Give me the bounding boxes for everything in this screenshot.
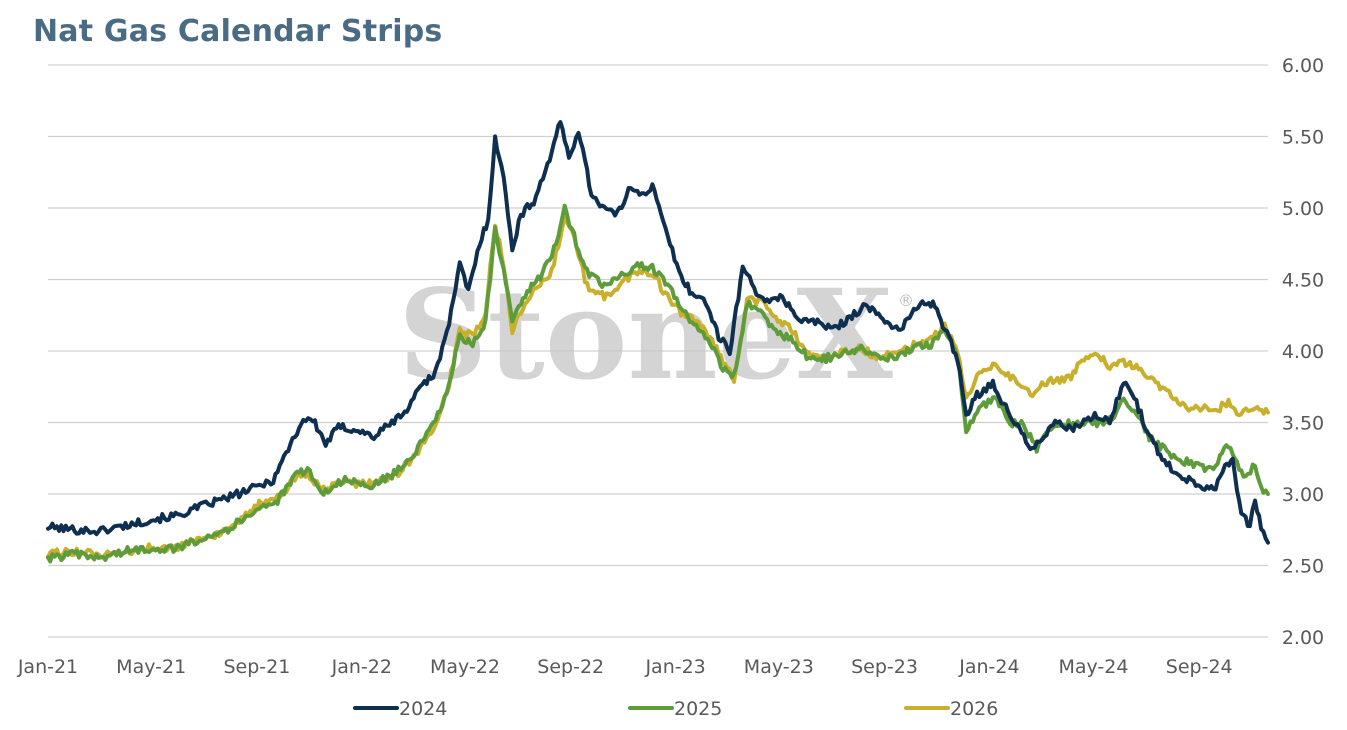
legend-label-2024: 2024	[399, 698, 447, 720]
x-axis-labels: Jan-21 May-21 Sep-21 Jan-22 May-22 Sep-22 Jan-…	[17, 656, 1233, 678]
y-axis-labels: 2.00 2.50 3.00 3.50 4.00 4.50 5.00 5.50 6.00	[1282, 55, 1324, 649]
chart-title: Nat Gas Calendar Strips	[33, 14, 443, 49]
y-tick-label: 4.00	[1282, 341, 1324, 363]
legend-label-2025: 2025	[674, 698, 722, 720]
x-tick-label: Sep-24	[1166, 656, 1233, 678]
y-tick-label: 2.00	[1282, 627, 1324, 649]
y-tick-label: 5.50	[1282, 127, 1324, 149]
y-tick-label: 6.00	[1282, 55, 1324, 77]
x-tick-label: Jan-24	[958, 656, 1019, 678]
y-tick-label: 5.00	[1282, 198, 1324, 220]
y-tick-label: 2.50	[1282, 556, 1324, 578]
legend-label-2026: 2026	[950, 698, 998, 720]
x-tick-label: Sep-21	[223, 656, 290, 678]
x-tick-label: Jan-22	[331, 656, 392, 678]
y-tick-label: 3.00	[1282, 484, 1324, 506]
y-tick-label: 4.50	[1282, 270, 1324, 292]
x-tick-label: May-21	[116, 656, 186, 678]
x-tick-label: Jan-21	[17, 656, 78, 678]
x-tick-label: Jan-23	[644, 656, 705, 678]
y-tick-label: 3.50	[1282, 413, 1324, 435]
x-tick-label: May-24	[1058, 656, 1128, 678]
x-tick-label: Sep-23	[851, 656, 918, 678]
series-line-2024	[46, 120, 1270, 545]
watermark-registered-mark: ®	[898, 291, 914, 310]
series-lines	[46, 120, 1270, 564]
x-tick-label: May-22	[430, 656, 500, 678]
x-tick-label: Sep-22	[537, 656, 604, 678]
series-line-2026	[46, 215, 1270, 560]
x-tick-label: May-23	[744, 656, 814, 678]
legend: 2024 2025 2026	[353, 698, 998, 720]
